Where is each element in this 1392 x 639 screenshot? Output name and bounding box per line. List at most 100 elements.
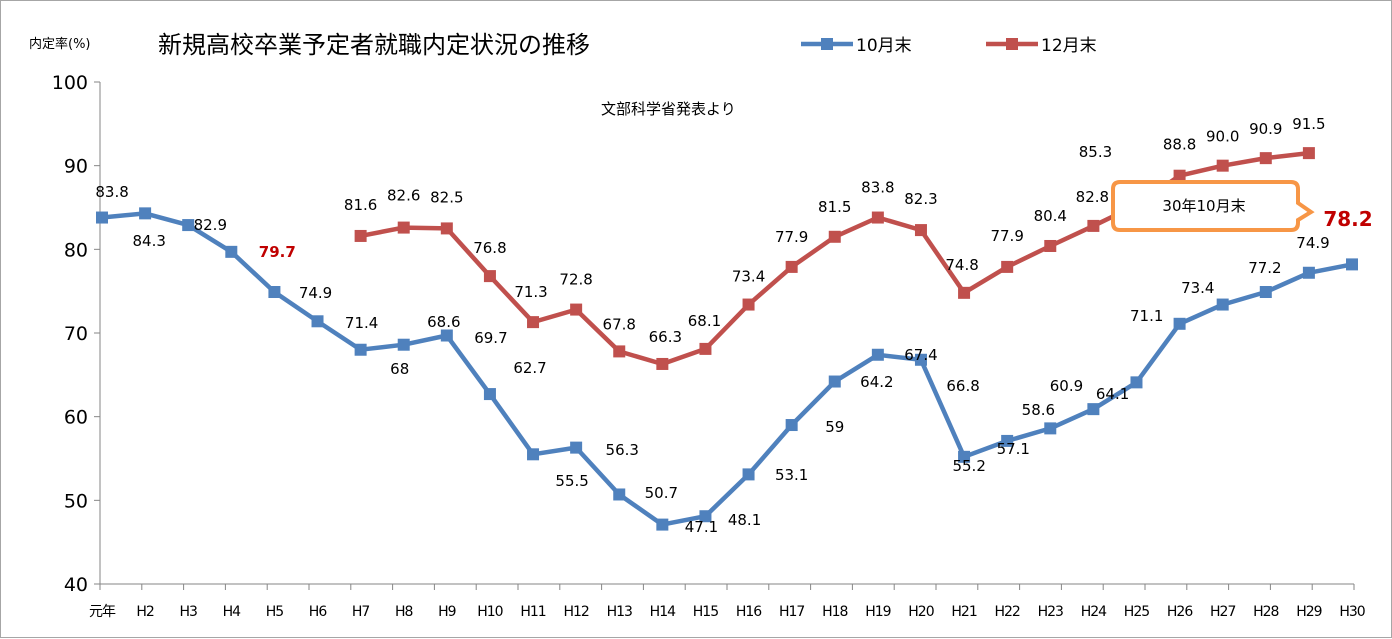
data-label: 71.1 bbox=[1130, 307, 1163, 325]
x-tick-label: H18 bbox=[822, 604, 847, 620]
x-tick-label: 元年 bbox=[89, 604, 116, 620]
data-label: 67.4 bbox=[904, 346, 937, 364]
x-tick-label: H5 bbox=[266, 604, 284, 620]
series-line bbox=[101, 211, 1353, 527]
series-layer bbox=[96, 147, 1358, 531]
data-point bbox=[570, 441, 583, 454]
data-point bbox=[699, 342, 712, 355]
data-label: 79.7 bbox=[259, 243, 296, 261]
series-october bbox=[96, 207, 1358, 531]
data-label: 90.0 bbox=[1206, 128, 1239, 146]
data-label: 55.5 bbox=[555, 472, 588, 490]
data-label: 67.8 bbox=[603, 315, 636, 333]
data-label: 56.3 bbox=[606, 441, 639, 459]
data-label: 82.3 bbox=[904, 190, 937, 208]
x-tick-label: H26 bbox=[1167, 604, 1193, 620]
x-tick-label: H17 bbox=[779, 604, 804, 620]
data-label: 69.7 bbox=[474, 329, 507, 347]
y-tick-label: 60 bbox=[64, 407, 88, 429]
data-point bbox=[397, 338, 410, 351]
data-point bbox=[1087, 219, 1100, 232]
data-label: 80.4 bbox=[1034, 207, 1067, 225]
callout-text: 30年10月末 bbox=[1162, 197, 1245, 215]
data-point bbox=[440, 329, 453, 342]
data-point bbox=[440, 222, 453, 235]
data-point bbox=[1259, 286, 1272, 299]
data-label: 68.1 bbox=[688, 312, 721, 330]
x-tick-label: H27 bbox=[1210, 604, 1235, 620]
x-tick-label: H9 bbox=[438, 604, 456, 620]
data-label: 53.1 bbox=[775, 466, 808, 484]
data-label: 73.4 bbox=[732, 268, 765, 286]
data-point bbox=[656, 518, 669, 531]
data-label: 58.6 bbox=[1022, 401, 1055, 419]
data-point bbox=[268, 286, 281, 299]
y-tick-label: 50 bbox=[64, 490, 88, 512]
data-label: 64.2 bbox=[860, 373, 893, 391]
data-label: 76.8 bbox=[473, 239, 506, 257]
x-tick-label: H14 bbox=[650, 604, 676, 620]
data-label: 83.8 bbox=[95, 183, 128, 201]
data-point bbox=[871, 348, 884, 361]
data-label: 72.8 bbox=[559, 271, 592, 289]
data-label: 85.3 bbox=[1079, 143, 1112, 161]
data-label: 73.4 bbox=[1181, 279, 1214, 297]
data-point bbox=[1044, 422, 1057, 435]
data-point bbox=[958, 286, 971, 299]
data-point bbox=[1001, 434, 1014, 447]
data-label: 57.1 bbox=[997, 440, 1030, 458]
data-point bbox=[1173, 169, 1186, 182]
y-tick-label: 90 bbox=[64, 156, 88, 178]
data-point bbox=[1087, 403, 1100, 416]
data-point bbox=[914, 224, 927, 237]
data-point bbox=[613, 345, 626, 358]
data-point bbox=[742, 468, 755, 481]
x-tick-label: H6 bbox=[309, 604, 328, 620]
data-label: 82.9 bbox=[194, 216, 227, 234]
data-point bbox=[828, 375, 841, 388]
data-label: 64.1 bbox=[1096, 385, 1129, 403]
data-point bbox=[527, 448, 540, 461]
data-point bbox=[225, 245, 238, 258]
legend-label: 12月末 bbox=[1041, 36, 1097, 56]
legend-item: 10月末 bbox=[801, 36, 912, 56]
data-point bbox=[1302, 147, 1315, 160]
x-tick-label: H3 bbox=[179, 604, 197, 620]
data-point bbox=[914, 353, 927, 366]
data-label: 91.5 bbox=[1292, 115, 1325, 133]
data-point bbox=[613, 488, 626, 501]
data-point bbox=[1130, 376, 1143, 389]
data-point bbox=[570, 303, 583, 316]
x-tick-label: H4 bbox=[223, 604, 242, 620]
legend-item: 12月末 bbox=[986, 36, 1097, 56]
data-point bbox=[139, 207, 152, 220]
y-tick-label: 70 bbox=[64, 323, 88, 345]
data-point bbox=[742, 298, 755, 311]
data-point bbox=[958, 450, 971, 463]
data-label: 71.4 bbox=[345, 314, 378, 332]
x-tick-label: H20 bbox=[908, 604, 933, 620]
data-point bbox=[656, 357, 669, 370]
data-label: 77.9 bbox=[775, 228, 808, 246]
legend-label: 10月末 bbox=[856, 36, 912, 56]
data-point bbox=[1216, 298, 1229, 311]
y-axis-ticks: 40 50 60 70 80 90 100 bbox=[52, 72, 100, 596]
data-label: 82.5 bbox=[430, 188, 463, 206]
x-tick-label: H25 bbox=[1124, 604, 1149, 620]
data-label: 74.8 bbox=[945, 256, 978, 274]
data-point bbox=[1044, 239, 1057, 252]
data-point bbox=[1302, 266, 1315, 279]
data-label: 83.8 bbox=[861, 179, 894, 197]
data-point bbox=[96, 211, 108, 224]
y-tick-label: 40 bbox=[64, 574, 88, 596]
data-label: 59 bbox=[825, 418, 844, 436]
legend: 10月末 12月末 bbox=[801, 36, 1097, 56]
data-label: 82.8 bbox=[1076, 188, 1109, 206]
callout-layer: 30年10月末 bbox=[1111, 180, 1315, 232]
data-label: 90.9 bbox=[1249, 120, 1282, 138]
data-point bbox=[483, 388, 496, 401]
data-label: 47.1 bbox=[685, 518, 718, 536]
x-tick-label: H21 bbox=[951, 604, 976, 620]
data-point bbox=[1216, 159, 1229, 172]
